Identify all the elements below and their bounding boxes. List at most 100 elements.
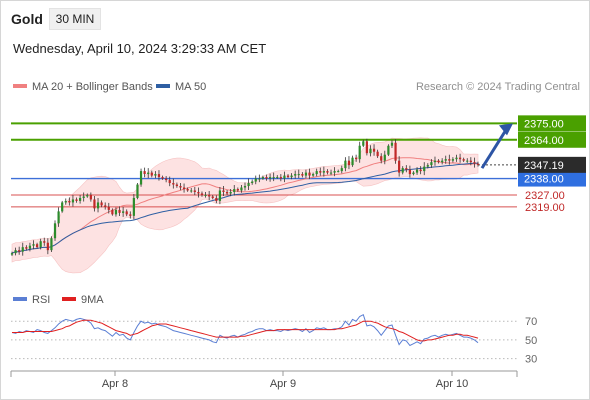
candle	[168, 176, 171, 187]
candle-body	[415, 169, 419, 173]
level-label-resistance-1: 2364.00	[524, 135, 564, 147]
candle-body	[53, 223, 57, 239]
candle	[311, 172, 315, 177]
candle	[165, 176, 168, 183]
candle	[107, 202, 110, 214]
candle-body	[75, 199, 78, 201]
candle	[118, 206, 121, 217]
candle	[476, 161, 480, 167]
candle	[401, 166, 404, 175]
candle	[315, 168, 318, 177]
candle-body	[376, 151, 379, 157]
candle-body	[182, 187, 186, 189]
candle-body	[86, 194, 89, 197]
candle	[390, 140, 394, 148]
candle	[218, 187, 222, 205]
candle-body	[476, 163, 480, 165]
candle-body	[401, 168, 404, 173]
candle-body	[362, 141, 365, 146]
level-label-support-4: 2319.00	[525, 202, 565, 214]
candle	[333, 167, 336, 177]
candle	[25, 245, 28, 251]
candle	[355, 154, 358, 162]
legend-swatch-ma20	[13, 84, 27, 88]
candle-body	[193, 190, 196, 192]
candle	[473, 157, 476, 168]
candle-body	[390, 142, 394, 146]
candle-body	[25, 247, 28, 249]
time-tick-label: Apr 10	[436, 378, 468, 390]
candle-body	[132, 197, 135, 216]
candle-body	[122, 211, 125, 213]
candle-body	[64, 200, 67, 203]
candle	[18, 246, 21, 255]
candle	[125, 209, 128, 217]
candle	[351, 155, 354, 167]
candle-body	[380, 156, 383, 161]
candle-body	[412, 172, 415, 175]
rsi-pane: 70 50 30	[11, 313, 537, 366]
moving-averages	[11, 157, 479, 254]
time-tick-label: Apr 9	[270, 378, 296, 390]
candle	[75, 197, 78, 203]
candle-body	[21, 247, 24, 252]
candle-body	[308, 172, 311, 176]
candle	[258, 174, 261, 183]
candle	[57, 207, 60, 227]
candle-body	[143, 171, 146, 175]
candle-body	[35, 244, 39, 248]
rsi-tick-70: 70	[525, 316, 537, 328]
candle	[387, 144, 390, 157]
candle-body	[322, 171, 325, 173]
candle	[114, 207, 118, 217]
candle-body	[337, 171, 340, 173]
candle-body	[426, 165, 429, 167]
candle-body	[405, 168, 408, 170]
candle	[222, 186, 225, 197]
candle-body	[272, 177, 275, 179]
candle	[100, 200, 103, 208]
candle-body	[276, 177, 279, 179]
candle	[272, 172, 275, 182]
candle	[225, 189, 229, 196]
candle-body	[355, 157, 358, 160]
candle	[204, 191, 207, 198]
candle	[394, 139, 397, 164]
time-axis: Apr 8 Apr 9 Apr 10	[10, 370, 518, 390]
level-tag-resistance-1	[518, 131, 586, 148]
candle	[215, 195, 218, 204]
candle	[419, 166, 422, 175]
candle	[448, 154, 451, 165]
candle	[10, 251, 14, 256]
candle	[297, 169, 300, 179]
candle	[143, 167, 146, 178]
timeframe-badge[interactable]: 30 MIN	[49, 8, 101, 30]
candle	[398, 156, 401, 177]
candle-body	[190, 190, 193, 192]
candle-body	[419, 169, 422, 172]
candle	[96, 197, 100, 213]
level-tag-pivot-2	[518, 170, 586, 187]
candle	[455, 154, 458, 162]
candle	[211, 194, 214, 200]
candle-body	[261, 177, 265, 179]
candle-body	[104, 205, 107, 207]
candle-body	[118, 209, 121, 213]
candle-body	[204, 194, 207, 196]
candle-body	[32, 244, 35, 246]
candle-body	[243, 186, 247, 188]
candle	[32, 240, 35, 250]
legend-swatch-9ma	[62, 297, 76, 301]
candle	[28, 242, 32, 252]
candle	[451, 157, 455, 163]
candle-body	[147, 172, 150, 175]
candle-body	[68, 200, 71, 203]
candle	[240, 185, 243, 193]
ma50-line	[11, 162, 479, 254]
main-legend: MA 20 + Bollinger Bands MA 50	[13, 81, 206, 93]
candle	[340, 165, 343, 174]
candle	[157, 170, 161, 181]
candle	[441, 158, 444, 165]
candle	[93, 195, 96, 212]
